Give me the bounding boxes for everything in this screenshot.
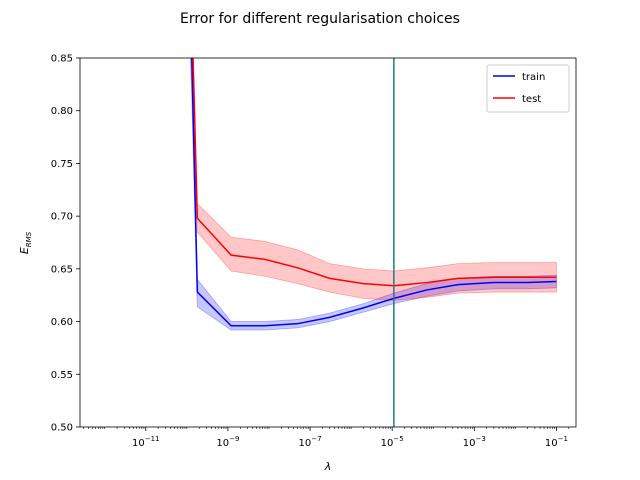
- y-axis-label: ERMS: [18, 231, 33, 254]
- x-tick-label: 10−5: [381, 435, 404, 449]
- x-tick-label: 10−1: [545, 435, 568, 449]
- y-tick-label: 0.50: [51, 423, 73, 434]
- x-axis-label: λ: [324, 460, 332, 473]
- legend-label-test: test: [522, 94, 541, 105]
- x-tick-label: 10−9: [216, 435, 239, 449]
- band-train: [190, 58, 557, 331]
- y-tick-label: 0.60: [51, 317, 73, 328]
- y-axis-label-main: E: [18, 247, 31, 254]
- y-tick-label: 0.75: [51, 159, 73, 170]
- y-axis-ticks: 0.50 0.55 0.60 0.65 0.70 0.75 0.80 0.85: [51, 54, 80, 434]
- legend: train test: [486, 64, 570, 113]
- x-axis-ticks: 10−11 10−9 10−7 10−5 10−3 10−1: [82, 427, 570, 449]
- y-tick-label: 0.80: [51, 106, 73, 117]
- x-tick-label: 10−3: [463, 435, 486, 449]
- x-tick-label: 10−11: [132, 435, 160, 449]
- y-tick-label: 0.70: [51, 212, 73, 223]
- y-tick-label: 0.55: [51, 370, 73, 381]
- legend-label-train: train: [522, 72, 545, 83]
- confidence-bands: [190, 58, 557, 331]
- series-lines: [191, 58, 557, 427]
- x-tick-label: 10−7: [299, 435, 322, 449]
- line-test: [192, 58, 557, 287]
- chart-title: Error for different regularisation choic…: [180, 11, 460, 27]
- line-train: [191, 58, 557, 327]
- y-tick-label: 0.85: [51, 54, 73, 65]
- y-axis-label-sub: RMS: [25, 231, 33, 247]
- y-tick-label: 0.65: [51, 264, 73, 275]
- band-test: [191, 58, 557, 301]
- plot-frame: [79, 57, 577, 428]
